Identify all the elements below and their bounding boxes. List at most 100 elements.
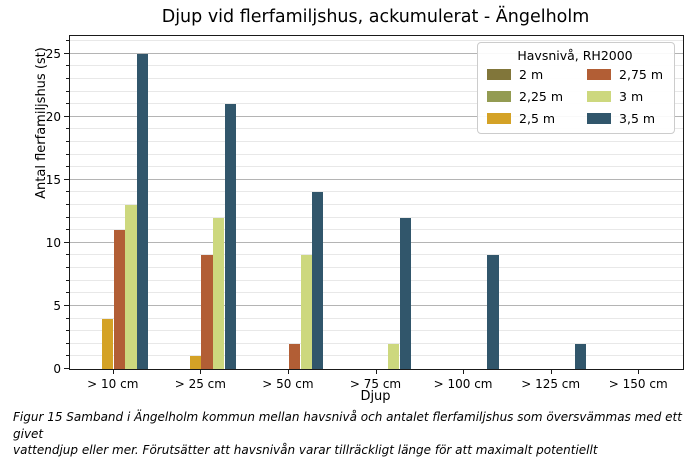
caption-line: Figur 15 Samband i Ängelholm kommun mell…	[13, 410, 682, 441]
bar-35m-10cm	[137, 53, 149, 369]
legend-entry-35m: 3,5 m	[587, 111, 663, 126]
legend-label: 2,5 m	[519, 111, 556, 126]
minor-gridline	[70, 254, 683, 256]
y-minor-tick-mark	[66, 77, 69, 79]
legend-swatch-icon	[487, 91, 512, 102]
legend-label: 2,25 m	[519, 89, 564, 104]
x-tick-label: > 125 cm	[521, 377, 581, 391]
minor-gridline	[70, 330, 683, 332]
bar-35m-75cm	[399, 217, 412, 369]
legend-label: 2 m	[519, 67, 544, 82]
legend-swatch-icon	[587, 91, 612, 102]
bar-3m-10cm	[125, 205, 137, 369]
x-tick-mark	[112, 369, 114, 374]
y-minor-tick-mark	[66, 229, 69, 231]
x-tick-mark	[638, 369, 640, 374]
figure-caption: Figur 15 Samband i Ängelholm kommun mell…	[13, 409, 689, 459]
y-minor-tick-mark	[66, 65, 69, 67]
minor-gridline	[70, 140, 683, 142]
plot-area: Havsnivå, RH2000 2 m 2,25 m 2,5 m 2,75 m 3 m…	[69, 35, 684, 370]
legend-swatch-icon	[587, 113, 612, 124]
minor-gridline	[70, 191, 683, 193]
x-tick-label: > 150 cm	[608, 377, 668, 391]
minor-gridline	[70, 166, 683, 168]
y-tick-label: 10	[45, 235, 61, 250]
y-minor-tick-mark	[66, 317, 69, 319]
y-tick-label: 5	[53, 298, 61, 313]
bar-35m-25cm	[224, 104, 236, 369]
x-axis-label: Djup	[360, 389, 391, 404]
bar-275m-25cm	[201, 255, 213, 369]
x-tick-label: > 10 cm	[87, 377, 139, 391]
legend-entry-225m: 2,25 m	[487, 89, 563, 104]
x-tick-mark	[287, 369, 289, 374]
y-minor-tick-mark	[66, 191, 69, 193]
legend-label: 3 m	[619, 89, 644, 104]
y-tick-mark	[64, 52, 69, 54]
bar-3m-50cm	[300, 255, 312, 369]
minor-gridline	[70, 77, 683, 79]
legend-entry-2m: 2 m	[487, 67, 563, 82]
y-minor-tick-mark	[66, 292, 69, 294]
minor-gridline	[70, 279, 683, 281]
minor-gridline	[70, 355, 683, 357]
bar-35m-50cm	[312, 192, 324, 369]
legend-swatch-icon	[487, 113, 512, 124]
x-tick-label: > 50 cm	[262, 377, 314, 391]
major-gridline	[70, 241, 683, 243]
y-tick-mark	[64, 115, 69, 117]
y-minor-tick-mark	[66, 90, 69, 92]
legend-entry-25m: 2,5 m	[487, 111, 563, 126]
bar-275m-50cm	[288, 343, 301, 369]
y-tick-label: 20	[45, 109, 61, 124]
y-minor-tick-mark	[66, 216, 69, 218]
major-gridline	[70, 178, 683, 180]
bar-25m-25cm	[189, 356, 201, 369]
legend-entry-3m: 3 m	[587, 89, 663, 104]
minor-gridline	[70, 229, 683, 231]
caption-line: vattendjup eller mer. Förutsätter att ha…	[13, 443, 598, 457]
y-tick-label: 0	[53, 362, 61, 376]
legend-title: Havsnivå, RH2000	[517, 48, 633, 63]
bar-35m-125cm	[574, 343, 587, 369]
minor-gridline	[70, 292, 683, 294]
legend-label: 3,5 m	[619, 111, 656, 126]
major-gridline	[70, 52, 683, 54]
y-minor-tick-mark	[66, 204, 69, 206]
y-minor-tick-mark	[66, 342, 69, 344]
minor-gridline	[70, 65, 683, 67]
y-minor-tick-mark	[66, 166, 69, 168]
minor-gridline	[70, 90, 683, 92]
bar-3m-75cm	[388, 343, 400, 369]
major-gridline	[70, 115, 683, 117]
minor-gridline	[70, 128, 683, 130]
y-minor-tick-mark	[66, 153, 69, 155]
y-minor-tick-mark	[66, 40, 69, 42]
x-tick-mark	[550, 369, 552, 374]
legend-entries: 2 m 2,25 m 2,5 m 2,75 m 3 m 3,5 m	[487, 67, 663, 126]
y-tick-mark	[64, 304, 69, 306]
x-tick-label: > 75 cm	[349, 377, 402, 391]
y-tick-label: 15	[45, 172, 61, 187]
minor-gridline	[70, 317, 683, 319]
legend-label: 2,75 m	[619, 67, 663, 82]
minor-gridline	[70, 40, 683, 42]
major-gridline	[70, 304, 683, 306]
minor-gridline	[70, 153, 683, 155]
bar-3m-25cm	[213, 217, 225, 369]
y-tick-mark	[64, 241, 69, 243]
bar-275m-10cm	[113, 230, 125, 369]
y-minor-tick-mark	[66, 267, 69, 269]
y-minor-tick-mark	[66, 330, 69, 332]
bar-25m-10cm	[102, 318, 114, 369]
y-minor-tick-mark	[66, 279, 69, 281]
y-tick-mark	[64, 368, 69, 369]
minor-gridline	[70, 103, 683, 105]
y-tick-label: 25	[45, 46, 61, 61]
chart-title: Djup vid flerfamiljshus, ackumulerat - Ä…	[161, 7, 590, 27]
legend-entry-275m: 2,75 m	[587, 67, 663, 82]
x-tick-mark	[375, 369, 377, 374]
y-minor-tick-mark	[66, 355, 69, 357]
bar-35m-100cm	[487, 255, 499, 369]
